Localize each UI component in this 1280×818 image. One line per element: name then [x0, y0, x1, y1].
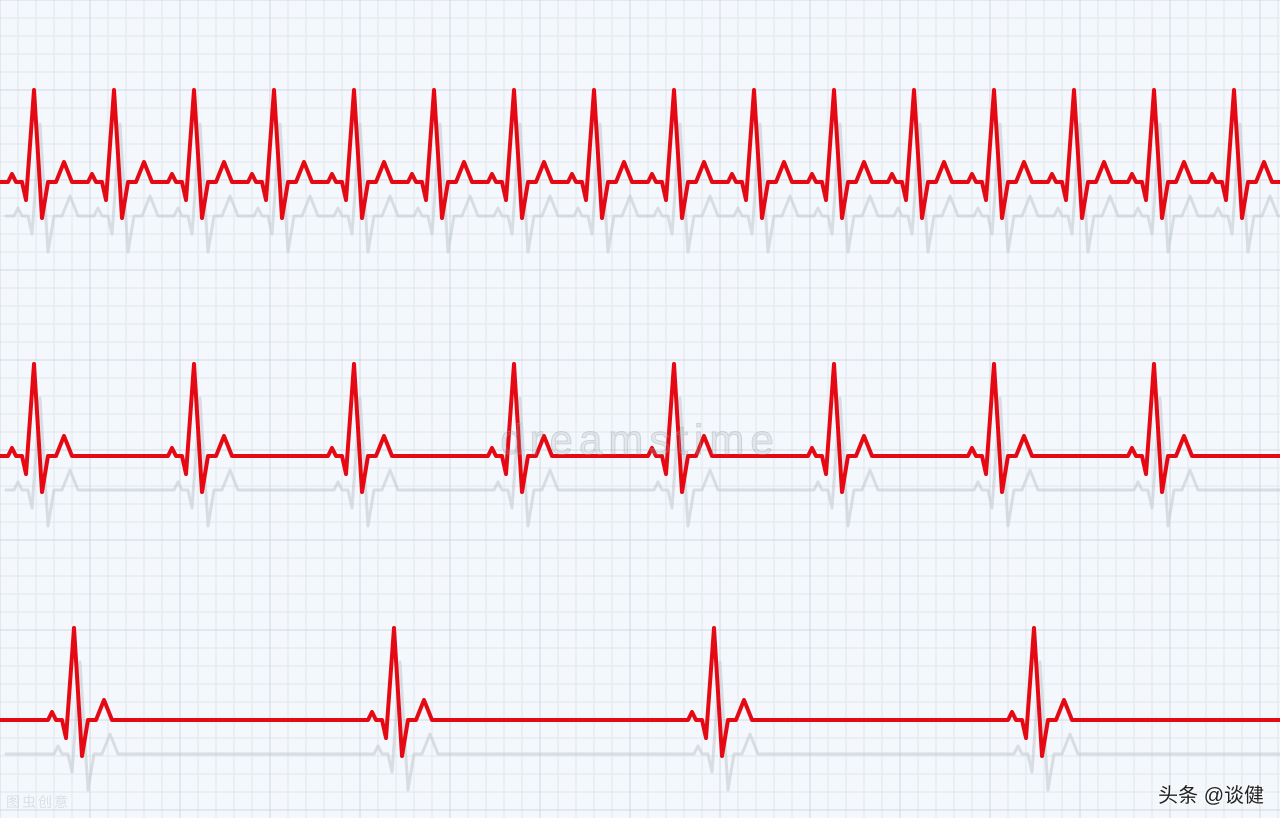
ecg-canvas: dreamstime 图虫创意 头条 @谈健: [0, 0, 1280, 818]
attribution-text: 头条 @谈健: [1158, 779, 1264, 808]
watermark-center: dreamstime: [500, 416, 779, 464]
corner-stamp: 图虫创意: [6, 792, 70, 812]
ecg-svg: [0, 0, 1280, 818]
